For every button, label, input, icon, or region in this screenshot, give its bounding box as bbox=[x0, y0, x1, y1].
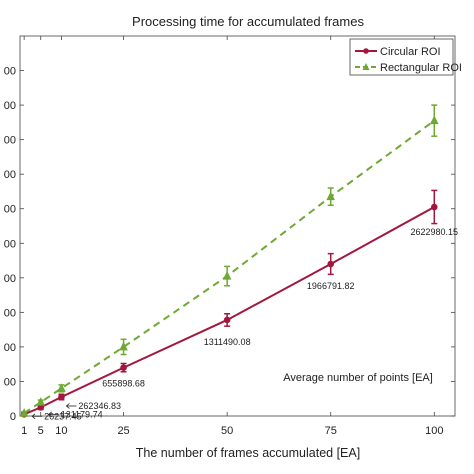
point-annotation: 262346.83 bbox=[78, 401, 121, 411]
chart-title: Processing time for accumulated frames bbox=[132, 14, 364, 29]
y-tick-label: 00 bbox=[4, 238, 16, 250]
data-point bbox=[119, 341, 128, 351]
points-annotation-header: Average number of points [EA] bbox=[283, 372, 433, 384]
data-point bbox=[429, 115, 439, 125]
x-tick-label: 25 bbox=[117, 425, 129, 437]
point-annotation: 655898.68 bbox=[102, 379, 145, 389]
data-point bbox=[19, 408, 29, 417]
legend-label: Circular ROI bbox=[380, 46, 441, 58]
data-point bbox=[36, 397, 46, 406]
axes bbox=[19, 35, 456, 417]
y-tick-label: 00 bbox=[4, 66, 16, 78]
series-layer bbox=[19, 104, 439, 418]
legend-swatch-marker bbox=[362, 63, 370, 70]
data-point bbox=[327, 260, 335, 268]
data-point bbox=[120, 364, 127, 371]
point-annotation: 1966791.82 bbox=[307, 281, 355, 291]
data-point bbox=[326, 191, 336, 201]
y-tick-label: 00 bbox=[4, 307, 16, 319]
x-tick-label: 75 bbox=[325, 425, 337, 437]
x-tick-label: 100 bbox=[425, 425, 443, 437]
point-annotation: 2622980.15 bbox=[411, 227, 459, 237]
data-point bbox=[57, 383, 66, 392]
point-annotation: 26237.45 bbox=[44, 411, 82, 421]
y-tick-label: 00 bbox=[4, 342, 16, 354]
y-tick-label: 00 bbox=[4, 169, 16, 181]
y-tick-label: 00 bbox=[4, 376, 16, 388]
x-axis-label: The number of frames accumulated [EA] bbox=[136, 446, 360, 460]
legend: Circular ROI Rectangular ROI bbox=[349, 38, 462, 76]
data-point bbox=[430, 203, 438, 211]
y-tick-label: 00 bbox=[4, 135, 16, 147]
point-annotation: 131179.74 bbox=[61, 409, 103, 419]
x-tick-label: 5 bbox=[38, 425, 44, 437]
y-tick-label: 00 bbox=[4, 100, 16, 112]
y-tick-label: 0 bbox=[10, 411, 16, 423]
annotations: Average number of points [EA] 26237.4513… bbox=[31, 227, 459, 421]
y-tick-label: 00 bbox=[4, 273, 16, 285]
legend-label: Rectangular ROI bbox=[380, 62, 462, 74]
annotation-arrowhead bbox=[31, 413, 36, 420]
y-tick-label: 00 bbox=[4, 204, 16, 216]
data-point bbox=[58, 393, 65, 401]
data-point bbox=[223, 316, 231, 324]
x-tick-label: 1 bbox=[21, 425, 27, 437]
plot-frame bbox=[19, 35, 456, 417]
annotation-arrowhead bbox=[65, 403, 70, 409]
data-point bbox=[222, 270, 232, 280]
annotation-arrowhead bbox=[48, 411, 52, 418]
x-tick-label: 50 bbox=[221, 425, 233, 437]
x-tick-label: 10 bbox=[55, 425, 67, 437]
point-annotation: 1311490.08 bbox=[204, 337, 251, 347]
series-rectangular-roi bbox=[19, 104, 439, 417]
legend-swatch-marker bbox=[363, 48, 369, 54]
